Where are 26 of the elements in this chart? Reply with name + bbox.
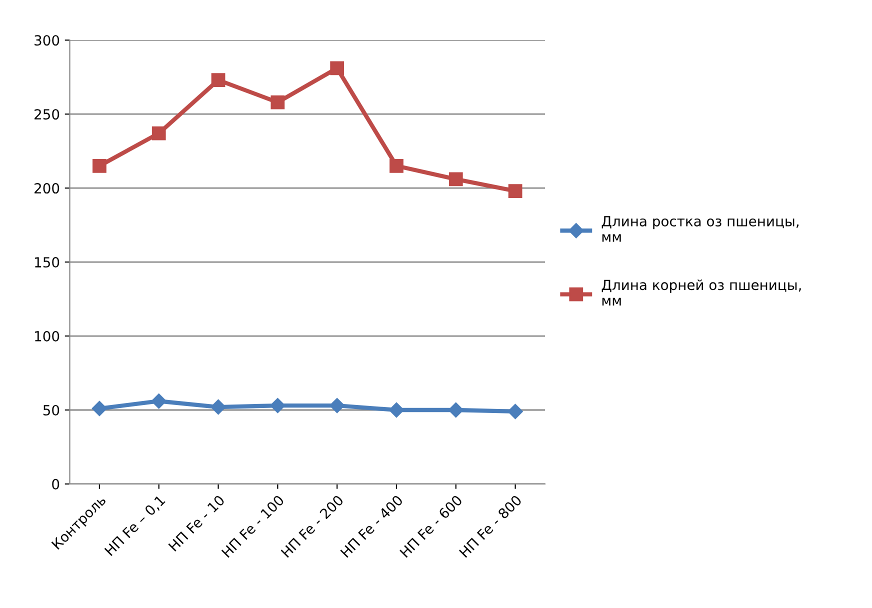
point xyxy=(508,404,523,420)
y-tick-label: 300 xyxy=(34,35,60,46)
y-tick-label: 50 xyxy=(43,404,60,416)
y-tick-label: 150 xyxy=(35,257,60,268)
point xyxy=(151,394,166,409)
legend-label: Длина корней оз пшеницы, мм xyxy=(602,279,801,306)
point xyxy=(388,402,404,418)
y-tick-label: 250 xyxy=(34,109,60,120)
x-tick-label: НП Fe – 0,1 xyxy=(104,494,167,558)
point xyxy=(270,398,286,414)
point xyxy=(152,126,166,140)
point xyxy=(390,158,404,173)
legend-label: Длина ростка оз пшеницы, мм xyxy=(602,216,798,242)
point xyxy=(330,398,345,414)
point xyxy=(330,61,344,76)
point xyxy=(211,73,226,88)
point xyxy=(210,399,226,415)
point xyxy=(92,400,108,416)
point xyxy=(508,184,522,198)
y-tick-label: 0 xyxy=(52,478,60,490)
point xyxy=(270,95,285,110)
point xyxy=(448,172,463,186)
point xyxy=(448,402,464,418)
y-tick-label: 100 xyxy=(35,330,60,342)
point xyxy=(92,158,106,173)
y-tick-label: 200 xyxy=(34,183,60,194)
